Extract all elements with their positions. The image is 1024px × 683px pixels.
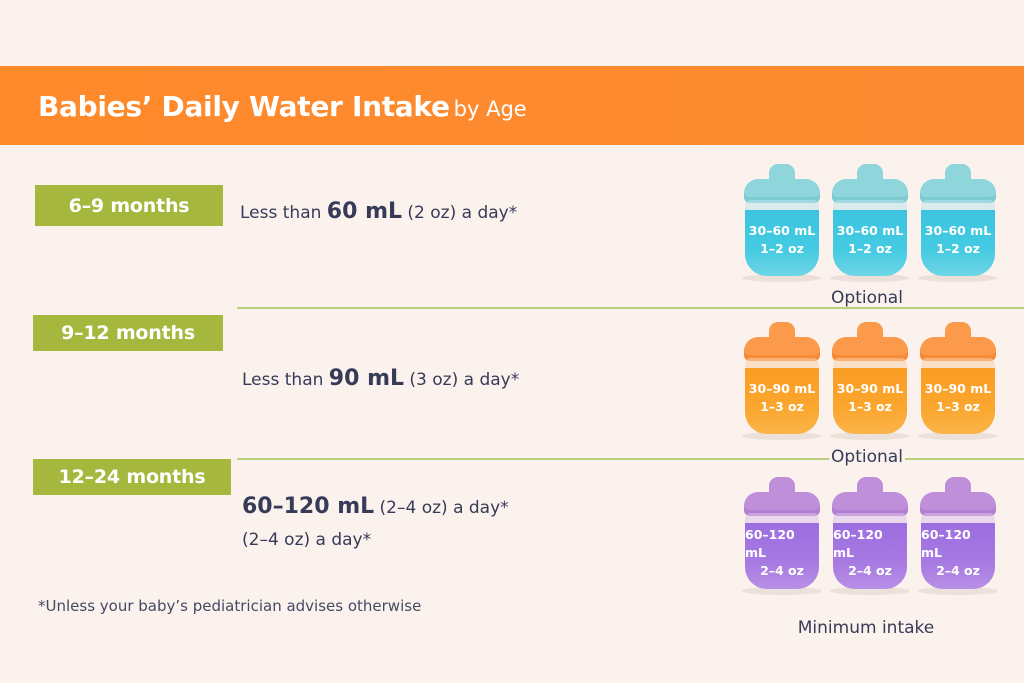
- cup-oz-label: 1–2 oz: [848, 241, 892, 256]
- cup-ml-label: 30–60 mL: [924, 223, 992, 238]
- cup-body: 30–60 mL 1–2 oz: [833, 200, 907, 276]
- sippy-cup: 30–90 mL 1–3 oz: [828, 322, 912, 440]
- intake-amount: 60–120 mL: [242, 494, 375, 519]
- intake-amount: 90 mL: [328, 366, 405, 391]
- row-divider: [237, 458, 1024, 460]
- header-band: [0, 66, 1024, 145]
- cups-row-6-9-months: 30–60 mL 1–2 oz 30–60 mL 1–2 oz 30–60 mL…: [740, 164, 1000, 282]
- cup-ml-label: 30–90 mL: [836, 381, 904, 396]
- cup-ml-label: 60–120 mL: [745, 527, 795, 560]
- intake-tail: (2–4 oz) a day*: [374, 498, 509, 518]
- sippy-cup: 60–120 mL 2–4 oz: [916, 477, 1000, 595]
- cup-ml-label: 30–60 mL: [836, 223, 904, 238]
- cup-caption-9-12-months: Optional: [829, 447, 905, 467]
- sippy-cup: 60–120 mL 2–4 oz: [828, 477, 912, 595]
- age-badge-12-24-months: 12–24 months: [33, 459, 231, 495]
- cup-body: 30–60 mL 1–2 oz: [921, 200, 995, 276]
- intake-extra-line: (2–4 oz) a day*: [242, 530, 372, 550]
- cup-body: 60–120 mL 2–4 oz: [833, 513, 907, 589]
- row-divider: [237, 307, 1024, 309]
- intake-text-6-9-months: Less than 60 mL (2 oz) a day*: [240, 199, 517, 224]
- cup-lid-icon: [920, 179, 996, 203]
- sippy-cup: 30–60 mL 1–2 oz: [828, 164, 912, 282]
- cup-oz-label: 2–4 oz: [848, 563, 892, 578]
- sippy-cup: 30–60 mL 1–2 oz: [740, 164, 824, 282]
- footnote: *Unless your baby’s pediatrician advises…: [38, 597, 422, 615]
- cup-oz-label: 2–4 oz: [936, 563, 980, 578]
- cups-row-12-24-months: 60–120 mL 2–4 oz 60–120 mL 2–4 oz 60–120…: [740, 477, 1000, 595]
- cup-lid-icon: [832, 337, 908, 361]
- cup-lid-icon: [832, 492, 908, 516]
- cup-body: 60–120 mL 2–4 oz: [745, 513, 819, 589]
- sippy-cup: 30–60 mL 1–2 oz: [916, 164, 1000, 282]
- intake-amount: 60 mL: [326, 199, 403, 224]
- cup-oz-label: 1–2 oz: [936, 241, 980, 256]
- intake-text-9-12-months: Less than 90 mL (3 oz) a day*: [242, 366, 519, 391]
- intake-text-12-24-months: 60–120 mL (2–4 oz) a day*: [242, 494, 509, 519]
- cup-oz-label: 1–2 oz: [760, 241, 804, 256]
- cup-body: 30–90 mL 1–3 oz: [745, 358, 819, 434]
- intake-tail: (3 oz) a day*: [404, 370, 520, 390]
- title-main: Babies’ Daily Water Intake: [38, 90, 450, 123]
- cup-oz-label: 2–4 oz: [760, 563, 804, 578]
- cups-row-9-12-months: 30–90 mL 1–3 oz 30–90 mL 1–3 oz 30–90 mL…: [740, 322, 1000, 440]
- age-badge-9-12-months: 9–12 months: [33, 315, 223, 351]
- sippy-cup: 60–120 mL 2–4 oz: [740, 477, 824, 595]
- cup-ml-label: 60–120 mL: [833, 527, 883, 560]
- cup-lid-icon: [744, 492, 820, 516]
- cup-lid-icon: [920, 337, 996, 361]
- page-title: Babies’ Daily Water Intake by Age: [38, 90, 527, 123]
- intake-tail: (2 oz) a day*: [402, 203, 518, 223]
- cup-lid-icon: [832, 179, 908, 203]
- intake-lead: Less than: [242, 370, 329, 390]
- cup-body: 60–120 mL 2–4 oz: [921, 513, 995, 589]
- cup-ml-label: 60–120 mL: [921, 527, 971, 560]
- cup-lid-icon: [920, 492, 996, 516]
- cup-lid-icon: [744, 179, 820, 203]
- age-badge-6-9-months: 6–9 months: [35, 185, 223, 226]
- cup-ml-label: 30–90 mL: [748, 381, 816, 396]
- cup-body: 30–90 mL 1–3 oz: [833, 358, 907, 434]
- title-sub: by Age: [453, 97, 527, 121]
- cup-body: 30–90 mL 1–3 oz: [921, 358, 995, 434]
- cup-ml-label: 30–60 mL: [748, 223, 816, 238]
- cup-lid-icon: [744, 337, 820, 361]
- sippy-cup: 30–90 mL 1–3 oz: [916, 322, 1000, 440]
- cup-body: 30–60 mL 1–2 oz: [745, 200, 819, 276]
- cup-oz-label: 1–3 oz: [936, 399, 980, 414]
- intake-lead: Less than: [240, 203, 327, 223]
- sippy-cup: 30–90 mL 1–3 oz: [740, 322, 824, 440]
- cup-caption-6-9-months: Optional: [831, 288, 903, 308]
- cup-oz-label: 1–3 oz: [848, 399, 892, 414]
- cup-caption-12-24-months: Minimum intake: [797, 618, 935, 638]
- cup-ml-label: 30–90 mL: [924, 381, 992, 396]
- cup-oz-label: 1–3 oz: [760, 399, 804, 414]
